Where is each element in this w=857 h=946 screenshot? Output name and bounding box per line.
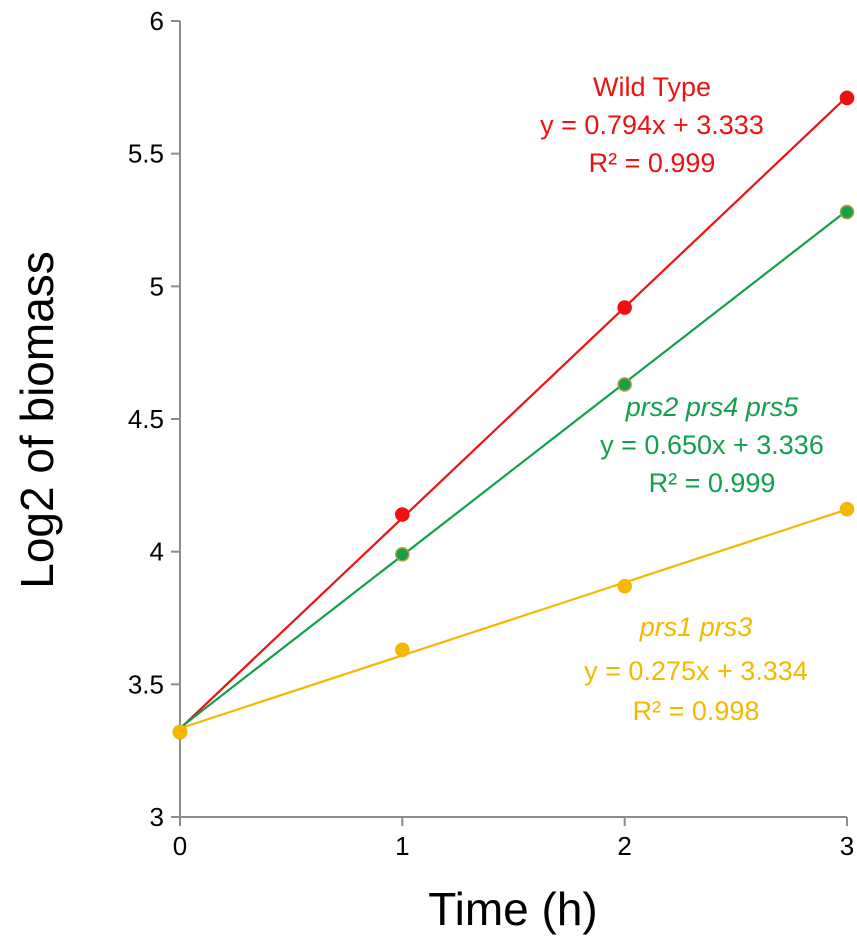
annotation-r2-series-1: R² = 0.999 [649, 468, 776, 498]
axes: 3 3.5 4 4.5 5 5.5 6 0 1 2 3 [128, 6, 854, 861]
annotation-r2-series-2: R² = 0.998 [633, 696, 760, 726]
y-tick-label: 3 [150, 802, 164, 832]
annotation-equation-series-0: y = 0.794x + 3.333 [540, 110, 764, 140]
y-axis-title: Log2 of biomass [11, 251, 63, 589]
x-tick-label: 3 [840, 831, 854, 861]
markers [172, 90, 855, 740]
x-tick-label: 1 [395, 831, 409, 861]
data-point-series-2 [839, 501, 855, 517]
annotation-name-series-0: Wild Type [593, 72, 711, 102]
x-tick-label: 2 [617, 831, 631, 861]
y-tick-label: 5 [150, 271, 164, 301]
trendlines [179, 95, 848, 730]
data-point-series-1 [395, 547, 410, 562]
trendline-series-1 [179, 209, 848, 729]
data-point-series-1 [839, 204, 855, 220]
annotation-equation-series-2: y = 0.275x + 3.334 [584, 656, 808, 686]
x-axis-title: Time (h) [428, 883, 598, 935]
x-tick-label: 0 [173, 831, 187, 861]
data-point-series-2 [617, 578, 632, 594]
trendline-series-0 [179, 95, 848, 730]
y-tick-label: 5.5 [128, 139, 164, 169]
data-point-series-0 [395, 507, 410, 522]
data-point-series-0 [839, 90, 855, 106]
annotations: Wild Type y = 0.794x + 3.333 R² = 0.999 prs… [540, 72, 824, 726]
y-tick-label: 4.5 [128, 404, 164, 434]
annotation-name-series-2: prs1 prs3 [639, 612, 753, 642]
y-tick-label: 3.5 [128, 669, 164, 699]
data-point-series-2 [395, 642, 410, 658]
data-point-series-2 [172, 724, 188, 740]
annotation-equation-series-1: y = 0.650x + 3.336 [600, 430, 824, 460]
annotation-name-series-1: prs2 prs4 prs5 [625, 392, 800, 422]
data-point-series-1 [617, 377, 632, 392]
trendline-series-2 [179, 508, 848, 730]
y-tick-label: 4 [150, 537, 164, 567]
y-tick-label: 6 [150, 6, 164, 36]
annotation-r2-series-0: R² = 0.999 [589, 148, 716, 178]
data-point-series-0 [617, 300, 632, 315]
